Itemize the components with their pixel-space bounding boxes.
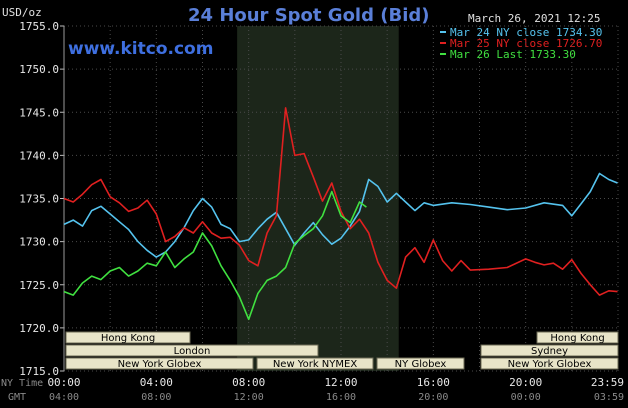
x-tick-label-gmt: 03:59 xyxy=(594,392,624,403)
session-nymex-label: New York NYMEX xyxy=(273,359,358,370)
x-row-label-ny: NY Time xyxy=(1,378,43,389)
x-tick-label-ny: 00:00 xyxy=(47,376,80,389)
session-ny-globex-2-bar xyxy=(376,357,465,370)
x-row-label-gmt: GMT xyxy=(8,392,26,403)
y-tick-label: 1755.0 xyxy=(19,20,59,33)
x-tick-label-ny: 12:00 xyxy=(324,376,357,389)
y-tick-label: 1745.0 xyxy=(19,106,59,119)
session-ny-globex-3-bar xyxy=(480,357,619,370)
session-hongkong-2-bar xyxy=(536,331,619,344)
session-nymex-bar xyxy=(256,357,374,370)
session-ny-globex-2-label: NY Globex xyxy=(395,359,447,370)
x-tick-label-ny: 23:59 xyxy=(591,376,624,389)
x-tick-label-ny: 08:00 xyxy=(232,376,265,389)
x-tick-label-gmt: 20:00 xyxy=(418,392,448,403)
y-tick-label: 1715.0 xyxy=(19,365,59,378)
session-ny-globex-3-label: New York Globex xyxy=(508,359,592,370)
y-tick-label: 1725.0 xyxy=(19,279,59,292)
legend-entry-2: Mar 25 NY close 1726.70 xyxy=(450,37,602,50)
chart-title: 24 Hour Spot Gold (Bid) xyxy=(188,5,429,26)
x-tick-label-ny: 16:00 xyxy=(417,376,450,389)
session-highlight xyxy=(237,26,399,371)
x-tick-label-ny: 20:00 xyxy=(509,376,542,389)
x-tick-label-ny: 04:00 xyxy=(140,376,173,389)
y-tick-label: 1730.0 xyxy=(19,236,59,249)
legend-entry-1: Mar 24 NY close 1734.30 xyxy=(450,26,602,39)
x-tick-label-gmt: 00:00 xyxy=(511,392,541,403)
session-hongkong-2-label: Hong Kong xyxy=(550,333,604,344)
session-london-label: London xyxy=(174,346,211,357)
x-tick-label-gmt: 04:00 xyxy=(49,392,79,403)
website-link[interactable]: www.kitco.com xyxy=(68,39,213,59)
series-line-2 xyxy=(63,107,618,296)
series-line-3 xyxy=(63,190,367,321)
x-tick-label-gmt: 08:00 xyxy=(141,392,171,403)
plot-area xyxy=(60,25,619,372)
session-sydney-label: Sydney xyxy=(531,346,568,357)
session-ny-globex-1-bar xyxy=(65,357,254,370)
session-hongkong-1-label: Hong Kong xyxy=(101,333,155,344)
session-hongkong-1-bar xyxy=(65,331,191,344)
y-tick-label: 1735.0 xyxy=(19,193,59,206)
session-ny-globex-1-label: New York Globex xyxy=(118,359,202,370)
session-sydney-bar xyxy=(480,344,619,357)
session-london-bar xyxy=(65,344,319,357)
y-tick-label: 1720.0 xyxy=(19,322,59,335)
x-tick-label-gmt: 12:00 xyxy=(234,392,264,403)
y-tick-label: 1750.0 xyxy=(19,63,59,76)
timestamp: March 26, 2021 12:25 xyxy=(468,12,600,25)
series-line-1 xyxy=(63,172,618,258)
x-tick-label-gmt: 16:00 xyxy=(326,392,356,403)
axes: 1755.0 1750.0 1745.0 1740.0 1735.0 1730.0 1725… xyxy=(1,20,624,403)
market-session-bars: Hong Kong Hong Kong London Sydney New York G… xyxy=(65,331,619,370)
y-tick-label: 1740.0 xyxy=(19,149,59,162)
legend-entry-3: Mar 26 Last 1733.30 xyxy=(450,48,576,61)
y-unit-label: USD/oz xyxy=(2,6,42,19)
